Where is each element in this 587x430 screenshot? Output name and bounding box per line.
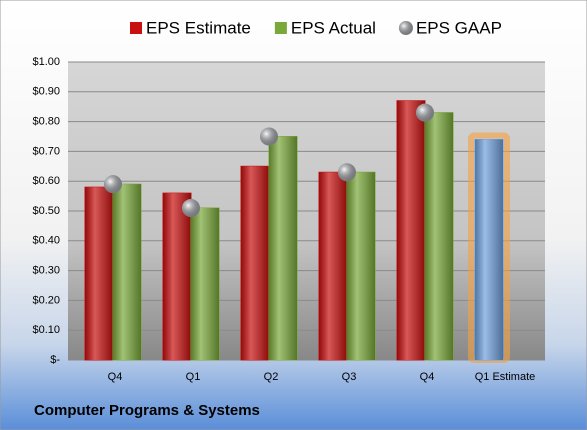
legend-label: EPS Estimate — [146, 18, 251, 37]
y-tick-label: $0.70 — [32, 145, 60, 157]
bar-shine — [319, 172, 347, 360]
y-tick-label: $0.90 — [32, 86, 60, 98]
bar-shine — [191, 208, 219, 360]
chart-title: Computer Programs & Systems — [34, 402, 260, 419]
y-tick-label: $1.00 — [32, 56, 60, 68]
bar-shine — [85, 187, 113, 360]
x-tick-label: Q4 — [108, 371, 123, 383]
y-tick-label: $0.60 — [32, 175, 60, 187]
y-tick-label: $- — [50, 354, 60, 366]
x-tick-label: Q1 Estimate — [475, 371, 536, 383]
y-tick-label: $0.40 — [32, 235, 60, 247]
y-tick-label: $0.10 — [32, 324, 60, 336]
x-tick-label: Q3 — [342, 371, 357, 383]
gaap-shine — [416, 103, 434, 122]
bar-shine — [425, 112, 453, 360]
bar-shine — [347, 172, 375, 360]
legend-label: EPS Actual — [291, 18, 376, 37]
legend-marker-shine — [398, 21, 413, 35]
bar-shine — [475, 139, 503, 360]
x-tick-label: Q1 — [186, 371, 201, 383]
gaap-shine — [338, 163, 356, 182]
y-tick-label: $0.50 — [32, 205, 60, 217]
x-tick-label: Q2 — [264, 371, 279, 383]
bar-shine — [163, 193, 191, 360]
gaap-shine — [260, 127, 278, 146]
y-tick-label: $0.30 — [32, 265, 60, 277]
y-tick-label: $0.80 — [32, 116, 60, 128]
bar-shine — [269, 136, 297, 360]
gaap-shine — [182, 199, 200, 218]
legend-marker — [274, 22, 287, 34]
bar-shine — [397, 100, 425, 361]
x-tick-label: Q4 — [420, 371, 435, 383]
gaap-shine — [104, 175, 122, 194]
legend: EPS Estimate EPS Actual EPS GAAP — [130, 18, 502, 37]
legend-marker — [130, 22, 142, 34]
bar-shine — [113, 184, 141, 360]
bar-shine — [241, 166, 269, 360]
chart-content: $- $0.10 $0.20 $0.30 $0.40 $0.50 $0.60 $0.70 $0.… — [32, 56, 545, 383]
legend-label: EPS GAAP — [416, 18, 502, 37]
y-tick-label: $0.20 — [32, 294, 60, 306]
